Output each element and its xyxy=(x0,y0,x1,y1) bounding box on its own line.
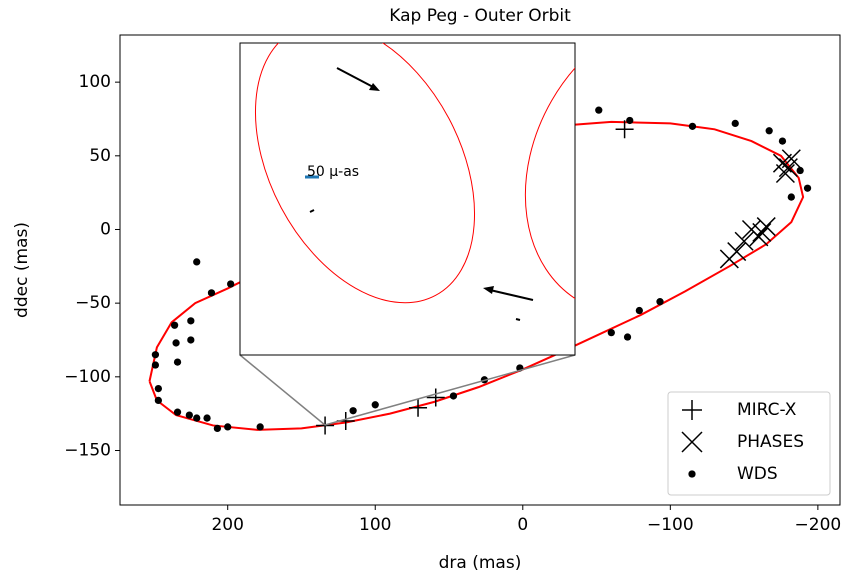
legend-marker xyxy=(688,470,696,478)
inset-connector xyxy=(239,354,326,426)
dot-marker xyxy=(154,384,162,393)
inset-arrow xyxy=(489,289,534,301)
dot-marker xyxy=(193,414,201,422)
dot-marker xyxy=(173,408,182,416)
x-marker xyxy=(752,222,772,242)
x-tick-label: −200 xyxy=(795,515,842,535)
x-marker xyxy=(719,249,739,269)
plus-marker xyxy=(316,416,335,435)
y-tick-label: 0 xyxy=(100,219,111,239)
dot-marker xyxy=(193,258,201,266)
inset-connector xyxy=(324,354,576,426)
axes-frame xyxy=(119,34,841,506)
y-axis-label: ddec (mas) xyxy=(12,222,32,318)
inset-point xyxy=(309,209,315,213)
legend: MIRC-X PHASES WDS xyxy=(667,391,831,496)
dot-marker xyxy=(731,119,739,128)
dot-marker xyxy=(185,411,193,419)
dot-marker xyxy=(187,317,195,325)
dot-marker xyxy=(349,407,357,415)
legend-marker xyxy=(682,400,702,420)
inset-arrowhead xyxy=(369,83,380,91)
dot-marker xyxy=(371,401,379,409)
x-tick-label: 100 xyxy=(359,515,391,535)
inset-orbit xyxy=(524,43,575,316)
inset-arrow xyxy=(336,67,376,89)
plus-marker xyxy=(409,398,428,417)
x-marker xyxy=(781,149,801,169)
x-marker xyxy=(734,231,754,251)
dot-marker xyxy=(778,137,787,145)
legend-label: WDS xyxy=(737,464,778,484)
dot-marker xyxy=(796,166,804,175)
dot-marker xyxy=(635,306,643,315)
dot-marker xyxy=(595,106,603,114)
legend-label: MIRC-X xyxy=(737,400,797,420)
inset-point xyxy=(515,318,521,321)
dot-marker xyxy=(207,289,216,297)
legend-marker xyxy=(681,431,703,453)
y-tick-label: −150 xyxy=(64,440,111,460)
dot-marker xyxy=(213,424,222,433)
dot-marker xyxy=(151,361,160,369)
dot-marker xyxy=(607,328,615,337)
y-tick-label: −100 xyxy=(64,367,111,387)
legend-label: PHASES xyxy=(737,432,804,452)
inset-view xyxy=(254,43,575,321)
y-tick-label: −50 xyxy=(75,293,111,313)
dot-marker xyxy=(224,423,232,431)
dot-marker xyxy=(656,298,664,306)
x-marker xyxy=(775,163,795,184)
dot-marker xyxy=(151,351,160,359)
x-marker xyxy=(749,227,769,247)
inset-label: 50 μ-as xyxy=(307,164,359,180)
dot-marker xyxy=(170,321,179,329)
y-tick-label: 100 xyxy=(79,72,111,92)
dot-marker xyxy=(787,193,795,201)
dot-marker xyxy=(172,339,180,347)
plot-area xyxy=(148,106,812,435)
inset: 50 μ-as xyxy=(239,42,576,426)
inset-arrowhead xyxy=(483,286,494,294)
dot-marker xyxy=(626,116,634,125)
x-tick-label: 200 xyxy=(211,515,243,535)
dot-marker xyxy=(803,184,812,192)
y-tick-label: 50 xyxy=(89,146,111,166)
dot-marker xyxy=(623,333,632,341)
x-axis-label: dra (mas) xyxy=(439,553,522,573)
dot-marker xyxy=(154,396,162,405)
dot-marker xyxy=(765,127,773,135)
plus-marker xyxy=(615,120,634,139)
dot-marker xyxy=(187,336,195,344)
dot-marker xyxy=(203,414,211,422)
dot-marker xyxy=(256,423,264,431)
dot-marker xyxy=(449,392,458,400)
x-marker xyxy=(756,217,776,237)
dot-marker xyxy=(688,122,697,130)
x-tick-label: 0 xyxy=(517,515,528,535)
plus-marker xyxy=(426,388,445,407)
legend-frame xyxy=(667,391,831,496)
x-marker xyxy=(772,153,792,173)
x-tick-label: −100 xyxy=(647,515,694,535)
inset-frame xyxy=(239,42,576,356)
chart-title: Kap Peg - Outer Orbit xyxy=(389,6,571,26)
dot-marker xyxy=(173,358,182,366)
dot-marker xyxy=(227,280,235,288)
inset-orbit xyxy=(254,43,476,304)
